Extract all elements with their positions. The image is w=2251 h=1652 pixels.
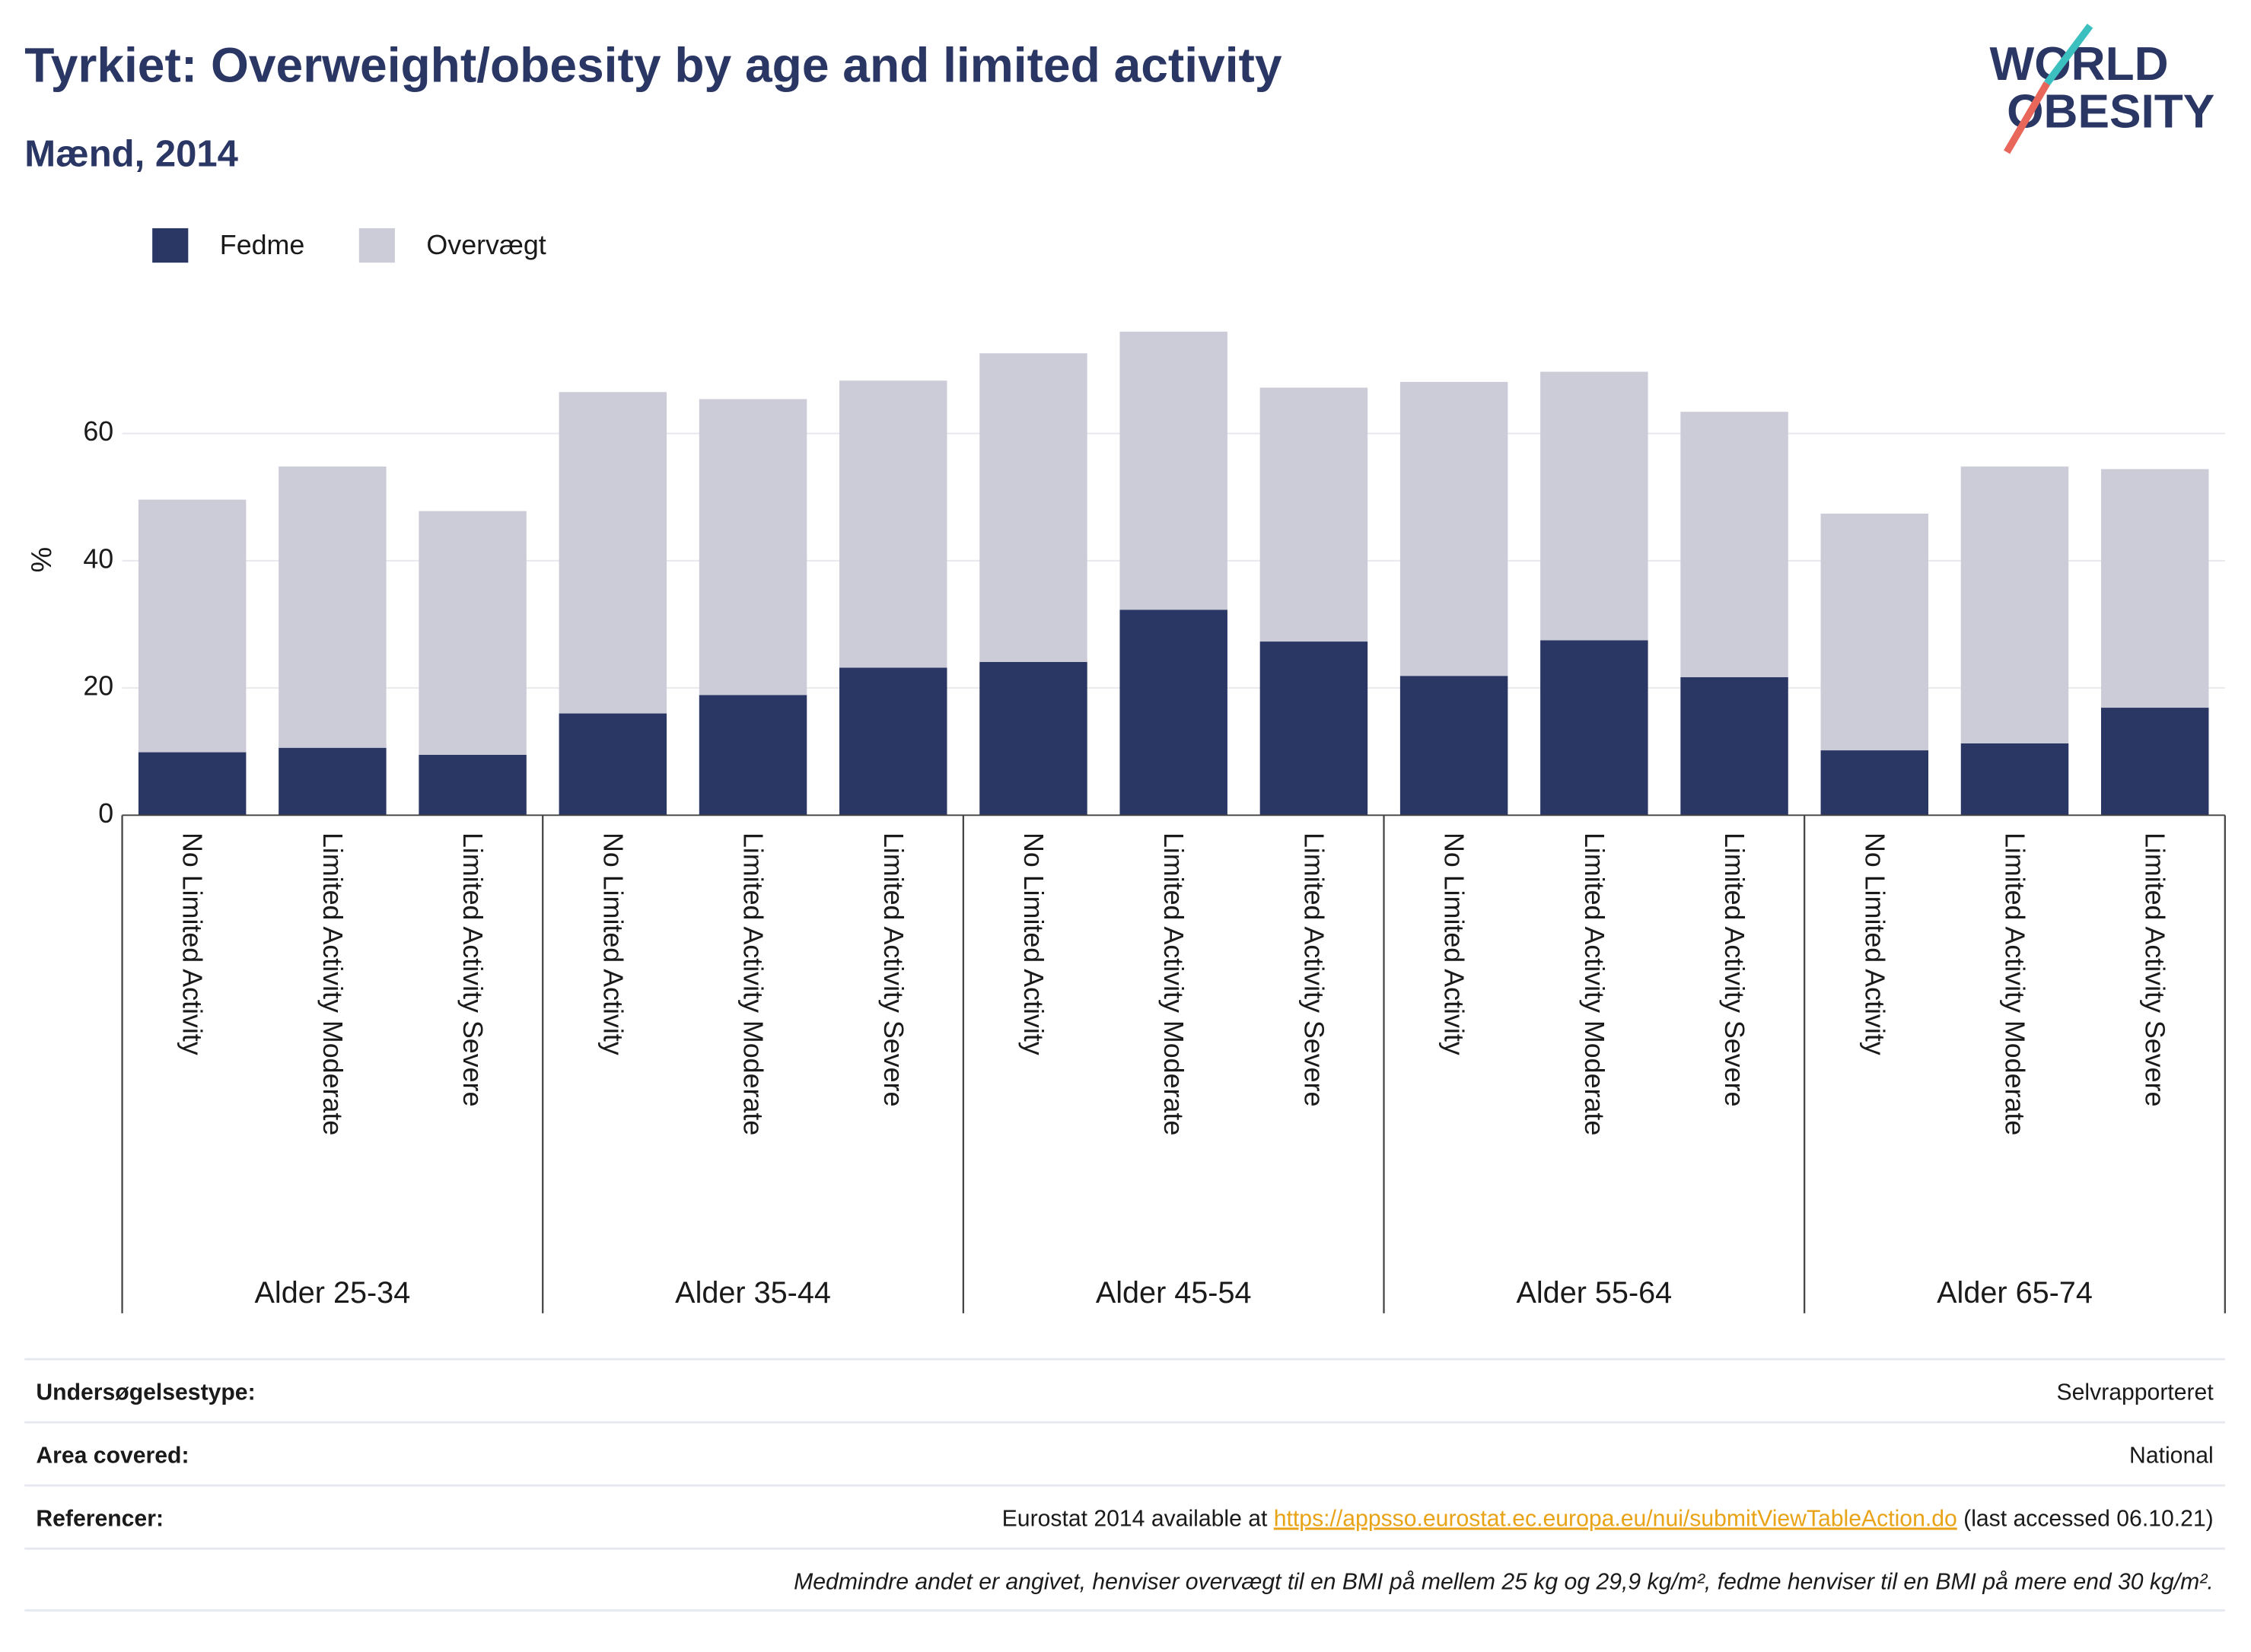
logo-text: WORLD — [1989, 38, 2168, 91]
footer-label: Area covered: — [36, 1443, 189, 1468]
footer-note: Medmindre andet er angivet, henviser ove… — [794, 1569, 2214, 1594]
logo-slash — [2004, 81, 2051, 154]
bar-segment — [1119, 610, 1227, 816]
bar-segment — [279, 747, 387, 816]
y-tick-label: 60 — [83, 416, 113, 447]
bar-segment — [2100, 469, 2209, 708]
y-tick-label: 40 — [83, 543, 113, 574]
bar-segment — [699, 695, 807, 816]
bar-segment — [839, 667, 947, 816]
group-label: Alder 65-74 — [1937, 1276, 2093, 1310]
logo: WORLD OBESITY — [1989, 24, 2214, 154]
x-tick-label: Limited Activity Moderate — [1158, 832, 1189, 1135]
x-tick-label: No Limited Activity — [1018, 832, 1049, 1055]
x-tick-label: No Limited Activity — [597, 832, 628, 1055]
bar-segment — [559, 392, 667, 714]
x-tick-label: Limited Activity Severe — [2140, 832, 2170, 1106]
legend-swatch — [358, 228, 395, 263]
group-label: Alder 25-34 — [255, 1276, 411, 1310]
bar-segment — [1820, 750, 1929, 816]
group-label: Alder 35-44 — [675, 1276, 831, 1310]
footer-value: Eurostat 2014 available at https://appss… — [1002, 1506, 2214, 1531]
footer-link[interactable]: https://appsso.eurostat.ec.europa.eu/nui… — [1274, 1506, 1957, 1531]
logo-slash — [2044, 24, 2093, 86]
bar-segment — [279, 466, 387, 748]
bar-segment — [1820, 513, 1929, 751]
bar-segment — [2100, 708, 2209, 816]
bar-segment — [699, 399, 807, 695]
bar-segment — [1399, 676, 1508, 816]
bar-segment — [138, 752, 247, 816]
bar-segment — [1680, 412, 1788, 677]
footer-text: National — [2129, 1443, 2214, 1468]
bar-segment — [1960, 466, 2069, 743]
x-tick-label: Limited Activity Moderate — [1999, 832, 2030, 1135]
bar-segment — [419, 511, 527, 755]
x-tick-label: Limited Activity Moderate — [317, 832, 348, 1135]
legend-swatch — [152, 228, 189, 263]
bar-segment — [1119, 331, 1227, 610]
x-tick-label: Limited Activity Severe — [1298, 832, 1329, 1106]
footer-text: Eurostat 2014 available at — [1002, 1506, 1274, 1531]
bar-segment — [138, 499, 247, 753]
bar-segment — [979, 353, 1087, 662]
x-tick-label: Limited Activity Severe — [1719, 832, 1750, 1106]
footer: Undersøgelsestype: Selvrapporteret Area co… — [24, 1358, 2225, 1612]
group-label: Alder 55-64 — [1516, 1276, 1672, 1310]
y-tick-label: 20 — [83, 671, 113, 702]
y-tick-label: 0 — [98, 798, 113, 829]
x-tick-label: No Limited Activity — [177, 832, 208, 1055]
bar-segment — [1259, 387, 1368, 642]
chart-subtitle: Mænd, 2014 — [24, 134, 238, 175]
bar-segment — [419, 754, 527, 816]
footer-value: National — [2129, 1443, 2214, 1468]
bar-segment — [1960, 743, 2069, 816]
bar-segment — [1259, 641, 1368, 816]
footer-value: Selvrapporteret — [2057, 1380, 2214, 1405]
x-tick-label: Limited Activity Severe — [878, 832, 909, 1106]
legend-label: Fedme — [220, 230, 305, 260]
footer-text: Selvrapporteret — [2057, 1380, 2214, 1405]
footer-label: Referencer: — [36, 1506, 164, 1531]
bar-segment — [1399, 381, 1508, 676]
bar-segment — [979, 661, 1087, 816]
bar-segment — [1680, 676, 1788, 816]
x-tick-label: Limited Activity Moderate — [1579, 832, 1609, 1135]
group-label: Alder 45-54 — [1096, 1276, 1252, 1310]
chart-title: Tyrkiet: Overweight/obesity by age and l… — [24, 37, 1282, 92]
y-axis-label: % — [25, 547, 57, 573]
x-tick-label: No Limited Activity — [1439, 832, 1469, 1055]
x-tick-label: No Limited Activity — [1859, 832, 1890, 1055]
bar-segment — [839, 380, 947, 668]
x-tick-label: Limited Activity Moderate — [738, 832, 769, 1135]
x-tick-label: Limited Activity Severe — [457, 832, 488, 1106]
bar-segment — [559, 713, 667, 816]
legend-label: Overvægt — [426, 230, 546, 260]
footer-label: Undersøgelsestype: — [36, 1380, 255, 1405]
footer-text: (last accessed 06.10.21) — [1957, 1506, 2214, 1531]
bar-segment — [1540, 640, 1648, 816]
bar-segment — [1540, 371, 1648, 641]
